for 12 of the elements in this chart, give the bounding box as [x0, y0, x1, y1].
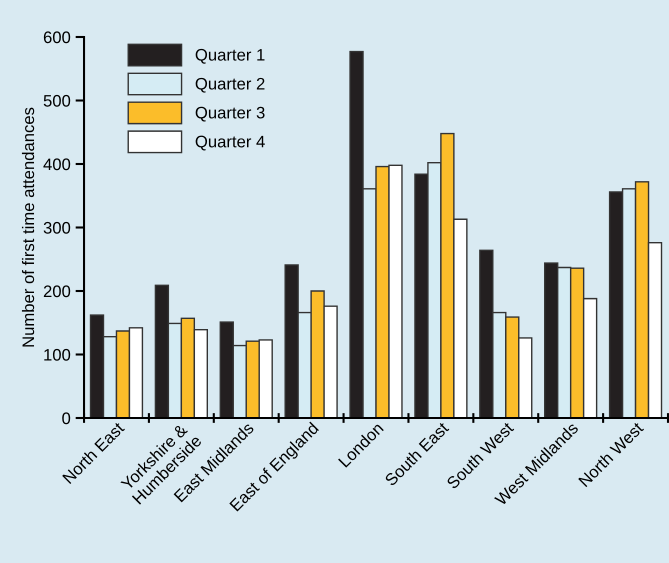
y-tick-label: 400 — [43, 158, 70, 170]
y-axis-title: Number of first time attendances — [22, 108, 34, 347]
y-tick-label: 600 — [44, 31, 70, 44]
legend-label: Quarter 3 — [196, 106, 265, 122]
y-tick-label: 100 — [44, 348, 70, 361]
legend-label: Quarter 4 — [196, 136, 265, 150]
y-tick-label: 500 — [44, 94, 70, 107]
y-tick-label: 300 — [44, 222, 70, 234]
y-tick-label: 200 — [44, 285, 70, 298]
legend-label: Quarter 1 — [196, 48, 264, 64]
legend-label: Quarter 2 — [196, 78, 264, 93]
y-tick-label: 0 — [62, 412, 70, 424]
